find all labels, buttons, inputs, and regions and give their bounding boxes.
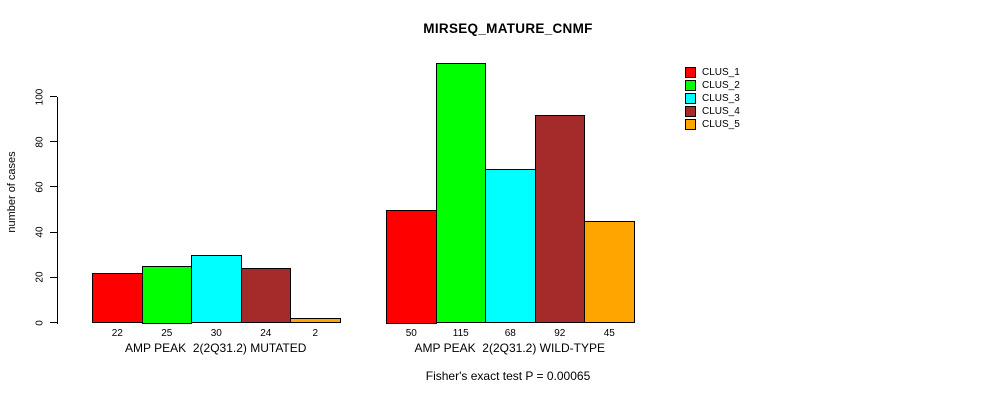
legend: CLUS_1 CLUS_2 CLUS_3 CLUS_4 CLUS_5 xyxy=(685,66,740,131)
chart-title: MIRSEQ_MATURE_CNMF xyxy=(423,21,593,36)
y-tick xyxy=(50,276,57,278)
y-tick-label: 80 xyxy=(34,136,46,148)
bar-value-label: 115 xyxy=(452,328,469,339)
bar-value-label: 50 xyxy=(405,328,417,339)
bar-clus_5 xyxy=(290,317,341,324)
legend-label: CLUS_3 xyxy=(702,93,740,104)
legend-swatch xyxy=(685,80,696,91)
y-tick xyxy=(50,141,57,143)
bar-clus_1 xyxy=(386,209,437,324)
x-axis-group-label: AMP PEAK 2(2Q31.2) MUTATED xyxy=(125,341,307,355)
legend-item: CLUS_1 xyxy=(685,66,740,79)
legend-label: CLUS_4 xyxy=(702,106,740,117)
bar-clus_4 xyxy=(240,268,291,324)
x-axis-group-label: AMP PEAK 2(2Q31.2) WILD-TYPE xyxy=(414,341,605,355)
y-tick xyxy=(50,96,57,97)
bar-value-label: 22 xyxy=(111,328,123,339)
bar-clus_2 xyxy=(435,62,486,324)
legend-label: CLUS_2 xyxy=(702,80,740,91)
bar-value-label: 92 xyxy=(554,328,566,339)
bar-value-label: 68 xyxy=(504,328,516,339)
legend-swatch xyxy=(685,67,696,78)
bar-clus_4 xyxy=(534,114,585,324)
y-tick xyxy=(50,186,57,188)
legend-item: CLUS_2 xyxy=(685,79,740,92)
y-tick xyxy=(50,322,57,323)
y-axis-line xyxy=(57,96,58,324)
y-tick xyxy=(50,231,57,233)
bar-value-label: 30 xyxy=(210,328,222,339)
legend-swatch xyxy=(685,119,696,130)
fisher-test-annotation: Fisher's exact test P = 0.00065 xyxy=(425,369,591,383)
bar-clus_2 xyxy=(141,266,192,324)
bar-value-label: 25 xyxy=(161,328,173,339)
y-tick-label: 20 xyxy=(34,271,46,283)
legend-swatch xyxy=(685,93,696,104)
legend-swatch xyxy=(685,106,696,117)
legend-item: CLUS_3 xyxy=(685,92,740,105)
bar-clus_3 xyxy=(485,168,536,324)
bar-clus_5 xyxy=(584,220,635,324)
legend-item: CLUS_5 xyxy=(685,118,740,131)
legend-label: CLUS_1 xyxy=(702,67,740,78)
legend-label: CLUS_5 xyxy=(702,119,740,130)
bar-clus_3 xyxy=(191,254,242,324)
legend-item: CLUS_4 xyxy=(685,105,740,118)
y-tick-label: 40 xyxy=(34,226,46,238)
y-tick-label: 60 xyxy=(34,181,46,193)
y-axis-title: number of cases xyxy=(6,151,18,233)
bar-clus_1 xyxy=(92,272,143,324)
y-tick-label: 100 xyxy=(34,88,46,105)
bar-value-label: 45 xyxy=(603,328,615,339)
bar-value-label: 2 xyxy=(312,328,319,339)
y-tick-label: 0 xyxy=(34,319,46,326)
bar-value-label: 24 xyxy=(260,328,272,339)
